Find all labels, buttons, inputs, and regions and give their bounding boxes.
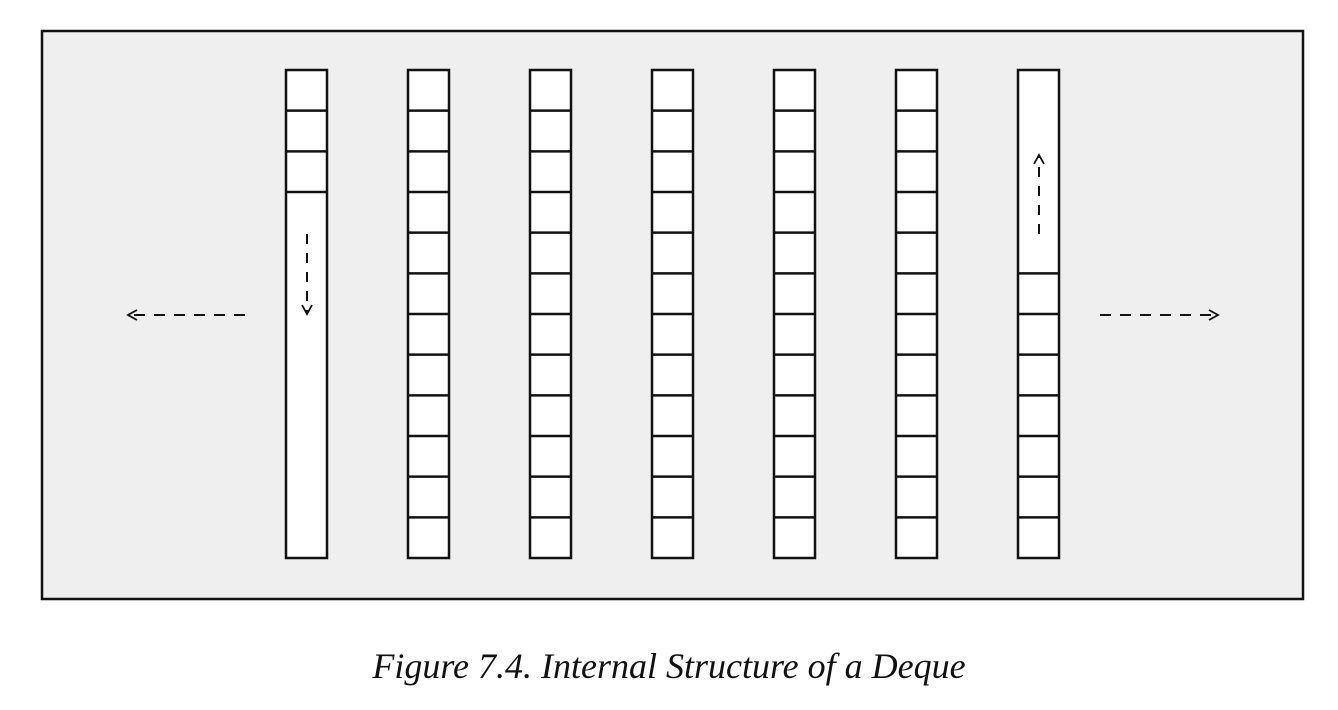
block-4: [650, 68, 695, 560]
block-3: [528, 68, 573, 560]
block-6: [894, 68, 939, 560]
figure-caption: Figure 7.4. Internal Structure of a Dequ…: [372, 646, 966, 686]
block-2: [406, 68, 451, 560]
block-5: [772, 68, 817, 560]
last-block: [1016, 68, 1061, 560]
deque-diagram: [40, 29, 1305, 601]
deque-blocks: [284, 68, 1061, 560]
